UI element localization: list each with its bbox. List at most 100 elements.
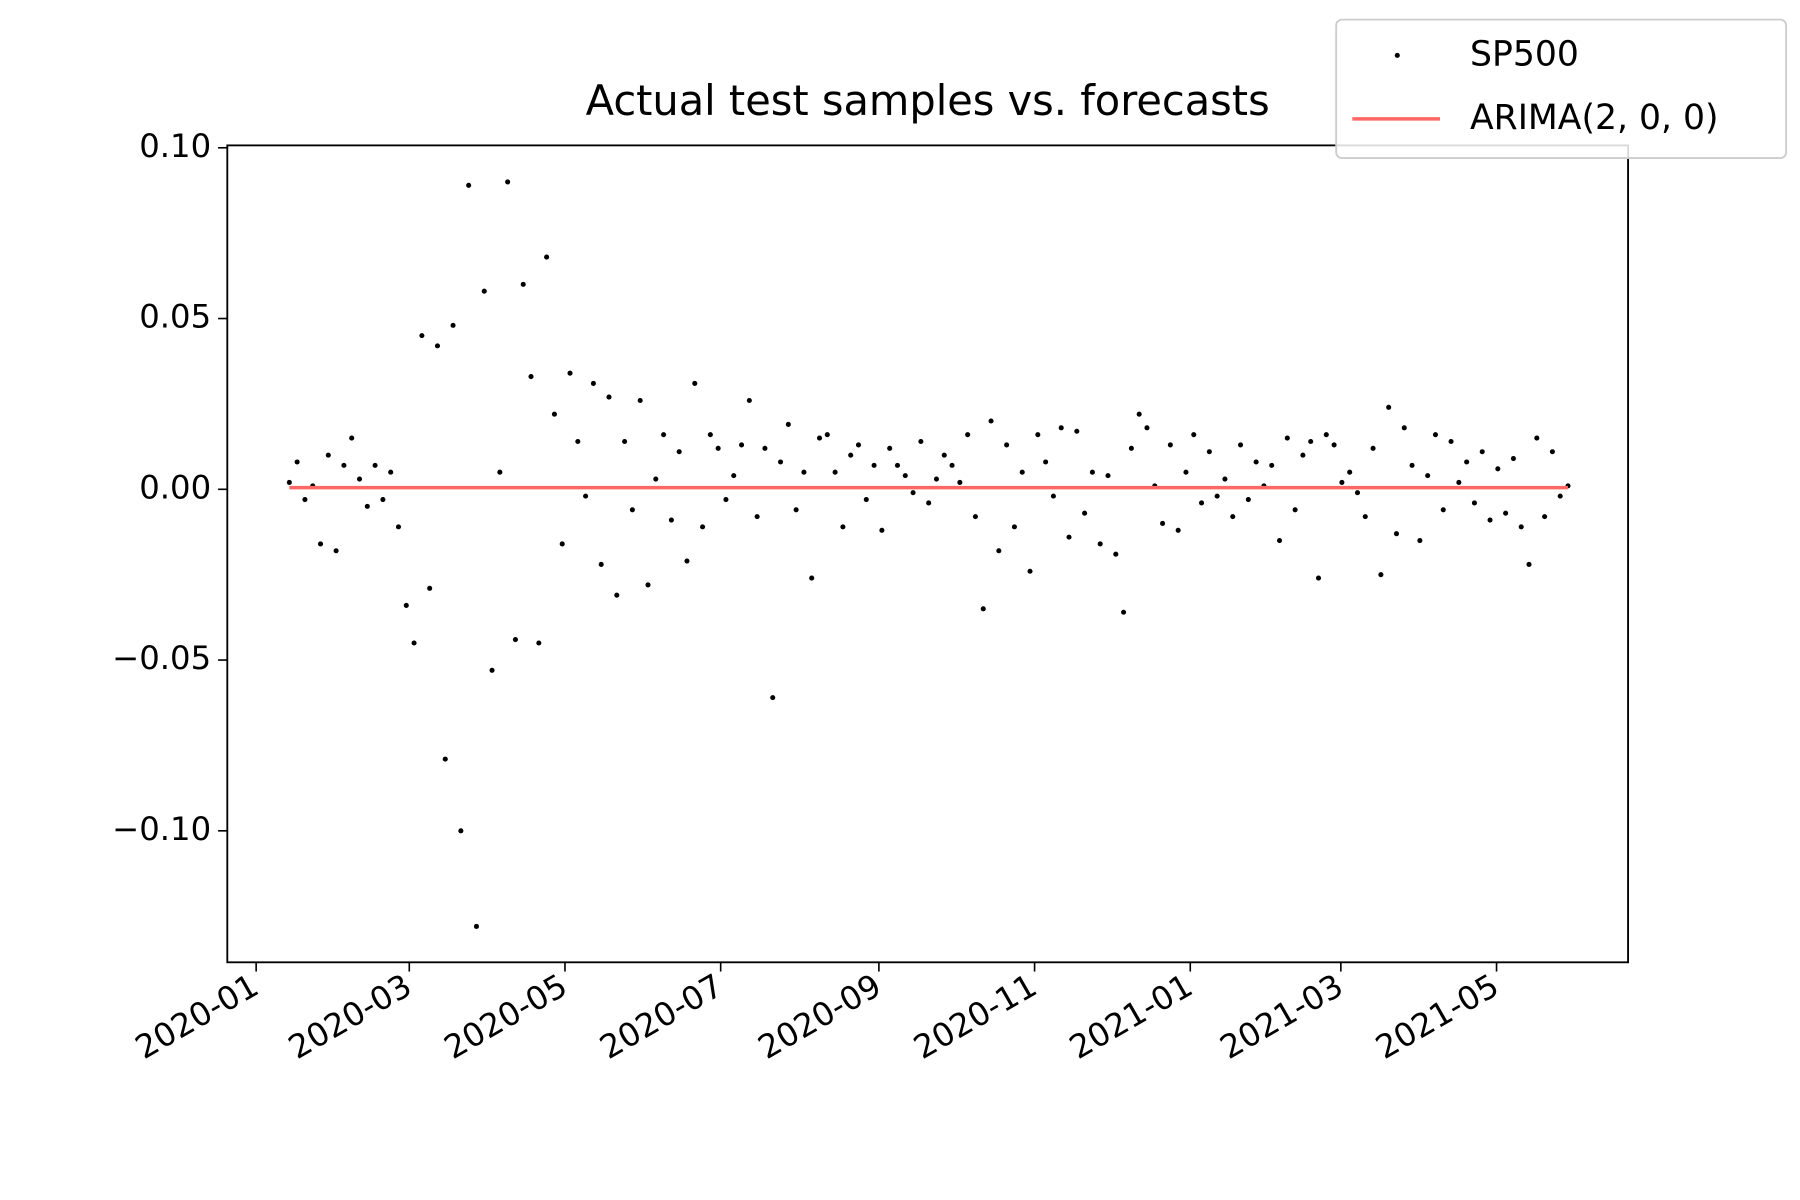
scatter-point — [1074, 428, 1080, 434]
y-tick-label: −0.10 — [112, 810, 211, 848]
scatter-point — [1370, 445, 1376, 451]
scatter-point — [832, 469, 838, 475]
scatter-point — [1019, 469, 1025, 475]
scatter-point — [801, 469, 807, 475]
scatter-point — [684, 558, 690, 564]
scatter-point — [770, 695, 776, 701]
scatter-point — [403, 602, 409, 608]
scatter-point — [1456, 479, 1462, 486]
legend-label: ARIMA(2, 0, 0) — [1470, 98, 1719, 138]
scatter-point — [1479, 449, 1485, 455]
scatter-point — [1448, 438, 1454, 445]
scatter-point — [1214, 493, 1220, 499]
y-tick-label: 0.05 — [139, 298, 211, 336]
scatter-point — [325, 452, 331, 458]
scatter-point — [489, 667, 495, 673]
scatter-point — [1269, 462, 1275, 468]
y-tick-label: 0.10 — [139, 127, 211, 165]
scatter-point — [1004, 442, 1010, 448]
scatter-point — [700, 524, 706, 530]
scatter-point — [1331, 442, 1337, 448]
scatter-point — [411, 640, 417, 646]
x-tick-label: 2020-11 — [907, 966, 1043, 1066]
scatter-point — [1082, 510, 1088, 516]
scatter-point — [918, 438, 924, 445]
scatter-point — [1245, 497, 1251, 503]
scatter-point — [629, 507, 635, 513]
scatter-point — [972, 514, 978, 520]
legend: SP500 ARIMA(2, 0, 0) — [1335, 18, 1788, 159]
scatter-point — [1222, 476, 1228, 482]
scatter-point — [1362, 514, 1368, 520]
scatter-point — [364, 503, 370, 509]
scatter-point — [544, 254, 550, 260]
scatter-point — [1206, 449, 1212, 455]
legend-box — [1335, 18, 1788, 159]
scatter-point — [723, 497, 729, 503]
scatter-point — [739, 442, 745, 448]
scatter-point — [1121, 609, 1127, 615]
scatter-point — [606, 394, 612, 400]
scatter-point — [1253, 459, 1259, 465]
scatter-point — [668, 517, 674, 523]
scatter-point — [1167, 442, 1173, 448]
scatter-point — [957, 479, 963, 486]
scatter-point — [1471, 500, 1477, 506]
scatter-point — [762, 445, 768, 451]
scatter-point — [1128, 445, 1134, 451]
scatter-point — [388, 469, 394, 475]
scatter-point — [1105, 473, 1111, 479]
scatter-point — [473, 923, 479, 929]
scatter-point — [551, 411, 557, 417]
scatter-point — [1378, 572, 1384, 578]
scatter-point — [1160, 520, 1166, 526]
scatter-point — [1518, 524, 1524, 530]
scatter-point — [637, 397, 643, 404]
scatter-point — [1323, 432, 1329, 438]
scatter-point — [512, 637, 518, 643]
scatter-point — [1230, 514, 1236, 520]
scatter-point — [855, 442, 862, 448]
scatter-point — [1043, 459, 1049, 465]
legend-marker — [1394, 52, 1400, 58]
scatter-point — [887, 445, 893, 451]
scatter-point — [1339, 479, 1345, 486]
scatter-point — [1503, 510, 1509, 516]
legend-label: SP500 — [1470, 34, 1579, 74]
scatter-point — [1011, 524, 1017, 530]
y-tick-label: −0.05 — [112, 639, 211, 677]
scatter-point — [458, 828, 464, 834]
scatter-point — [1526, 561, 1532, 567]
scatter-point — [450, 322, 456, 328]
scatter-point — [965, 432, 971, 438]
scatter-point — [1347, 469, 1353, 475]
scatter-point — [988, 418, 994, 424]
scatter-point — [1097, 541, 1103, 547]
scatter-point — [777, 459, 784, 465]
scatter-point — [1386, 404, 1392, 410]
scatter-point — [1237, 442, 1244, 448]
scatter-point — [1308, 438, 1314, 445]
scatter-point — [614, 592, 620, 598]
scatter-point — [653, 476, 659, 482]
scatter-point — [746, 397, 752, 404]
scatter-point — [809, 575, 815, 581]
scatter-point — [294, 459, 300, 465]
y-tick-label: 0.00 — [139, 468, 211, 506]
scatter-point — [317, 541, 324, 547]
x-tick-label: 2020-01 — [129, 966, 265, 1066]
scatter-point — [1354, 490, 1361, 496]
scatter-point — [1315, 575, 1322, 581]
scatter-point — [1495, 466, 1501, 472]
scatter-point — [902, 473, 908, 479]
scatter-point — [1487, 517, 1493, 523]
scatter-point — [910, 490, 916, 496]
scatter-point — [1089, 469, 1095, 475]
x-tick-label: 2021-03 — [1214, 966, 1350, 1066]
scatter-point — [692, 380, 698, 386]
scatter-point — [356, 476, 363, 482]
scatter-point — [1464, 459, 1470, 465]
scatter-point — [567, 370, 573, 376]
scatter-point — [395, 524, 402, 530]
scatter-point — [1440, 507, 1446, 513]
